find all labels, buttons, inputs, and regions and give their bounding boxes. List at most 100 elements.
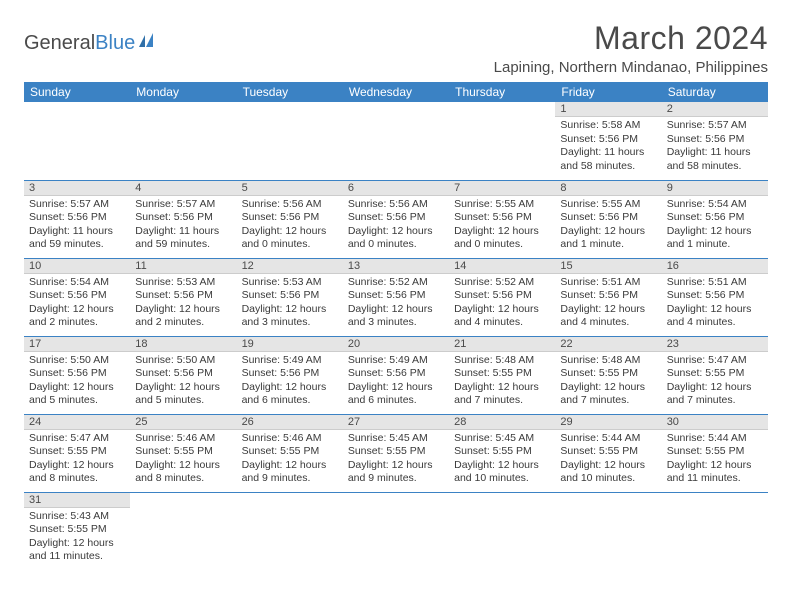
day-details: Sunrise: 5:44 AMSunset: 5:55 PMDaylight:… (662, 430, 768, 491)
calendar-day-cell: 27Sunrise: 5:45 AMSunset: 5:55 PMDayligh… (343, 414, 449, 492)
day-details: Sunrise: 5:56 AMSunset: 5:56 PMDaylight:… (343, 196, 449, 257)
sunrise-line: Sunrise: 5:56 AM (242, 198, 338, 212)
calendar-day-cell: 31Sunrise: 5:43 AMSunset: 5:55 PMDayligh… (24, 492, 130, 570)
daylight-line: Daylight: 11 hours and 58 minutes. (667, 146, 763, 173)
day-number: 10 (24, 259, 130, 274)
day-details: Sunrise: 5:52 AMSunset: 5:56 PMDaylight:… (449, 274, 555, 335)
logo-word2: Blue (95, 32, 135, 55)
sunrise-line: Sunrise: 5:46 AM (135, 432, 231, 446)
daylight-line: Daylight: 12 hours and 5 minutes. (135, 381, 231, 408)
calendar-day-cell (662, 492, 768, 570)
day-details: Sunrise: 5:47 AMSunset: 5:55 PMDaylight:… (662, 352, 768, 413)
sunset-line: Sunset: 5:55 PM (560, 367, 656, 381)
sunset-line: Sunset: 5:56 PM (348, 367, 444, 381)
sunset-line: Sunset: 5:55 PM (29, 523, 125, 537)
day-details: Sunrise: 5:48 AMSunset: 5:55 PMDaylight:… (555, 352, 661, 413)
daylight-line: Daylight: 12 hours and 8 minutes. (135, 459, 231, 486)
daylight-line: Daylight: 12 hours and 7 minutes. (560, 381, 656, 408)
weekday-header: Tuesday (237, 82, 343, 102)
sunrise-line: Sunrise: 5:48 AM (560, 354, 656, 368)
day-number: 12 (237, 259, 343, 274)
calendar-day-cell: 4Sunrise: 5:57 AMSunset: 5:56 PMDaylight… (130, 180, 236, 258)
sunset-line: Sunset: 5:55 PM (242, 445, 338, 459)
day-details: Sunrise: 5:48 AMSunset: 5:55 PMDaylight:… (449, 352, 555, 413)
sunrise-line: Sunrise: 5:50 AM (29, 354, 125, 368)
daylight-line: Daylight: 12 hours and 4 minutes. (560, 303, 656, 330)
daylight-line: Daylight: 12 hours and 0 minutes. (454, 225, 550, 252)
day-number: 17 (24, 337, 130, 352)
calendar-day-cell: 8Sunrise: 5:55 AMSunset: 5:56 PMDaylight… (555, 180, 661, 258)
calendar-day-cell (130, 492, 236, 570)
sunrise-line: Sunrise: 5:55 AM (560, 198, 656, 212)
sunset-line: Sunset: 5:56 PM (29, 211, 125, 225)
calendar-day-cell: 24Sunrise: 5:47 AMSunset: 5:55 PMDayligh… (24, 414, 130, 492)
sunrise-line: Sunrise: 5:49 AM (348, 354, 444, 368)
sunrise-line: Sunrise: 5:53 AM (242, 276, 338, 290)
daylight-line: Daylight: 12 hours and 10 minutes. (454, 459, 550, 486)
calendar-day-cell: 3Sunrise: 5:57 AMSunset: 5:56 PMDaylight… (24, 180, 130, 258)
sunset-line: Sunset: 5:56 PM (242, 289, 338, 303)
day-number: 16 (662, 259, 768, 274)
day-number: 14 (449, 259, 555, 274)
day-details: Sunrise: 5:55 AMSunset: 5:56 PMDaylight:… (449, 196, 555, 257)
calendar-day-cell (449, 102, 555, 180)
weekday-header: Monday (130, 82, 236, 102)
sunrise-line: Sunrise: 5:45 AM (348, 432, 444, 446)
sunrise-line: Sunrise: 5:43 AM (29, 510, 125, 524)
sunrise-line: Sunrise: 5:47 AM (667, 354, 763, 368)
day-details: Sunrise: 5:46 AMSunset: 5:55 PMDaylight:… (237, 430, 343, 491)
calendar-day-cell: 9Sunrise: 5:54 AMSunset: 5:56 PMDaylight… (662, 180, 768, 258)
sunrise-line: Sunrise: 5:52 AM (348, 276, 444, 290)
sunrise-line: Sunrise: 5:44 AM (560, 432, 656, 446)
calendar-day-cell: 22Sunrise: 5:48 AMSunset: 5:55 PMDayligh… (555, 336, 661, 414)
sunset-line: Sunset: 5:56 PM (667, 133, 763, 147)
calendar-day-cell (237, 492, 343, 570)
calendar-day-cell: 30Sunrise: 5:44 AMSunset: 5:55 PMDayligh… (662, 414, 768, 492)
calendar-day-cell: 17Sunrise: 5:50 AMSunset: 5:56 PMDayligh… (24, 336, 130, 414)
calendar-day-cell: 26Sunrise: 5:46 AMSunset: 5:55 PMDayligh… (237, 414, 343, 492)
daylight-line: Daylight: 12 hours and 6 minutes. (242, 381, 338, 408)
calendar-week-row: 31Sunrise: 5:43 AMSunset: 5:55 PMDayligh… (24, 492, 768, 570)
sunset-line: Sunset: 5:56 PM (560, 133, 656, 147)
sunset-line: Sunset: 5:55 PM (135, 445, 231, 459)
sunset-line: Sunset: 5:56 PM (29, 367, 125, 381)
calendar-day-cell (449, 492, 555, 570)
daylight-line: Daylight: 12 hours and 4 minutes. (667, 303, 763, 330)
day-details: Sunrise: 5:45 AMSunset: 5:55 PMDaylight:… (343, 430, 449, 491)
sunrise-line: Sunrise: 5:54 AM (667, 198, 763, 212)
sunset-line: Sunset: 5:55 PM (454, 445, 550, 459)
day-number: 30 (662, 415, 768, 430)
day-details: Sunrise: 5:50 AMSunset: 5:56 PMDaylight:… (130, 352, 236, 413)
calendar-day-cell: 1Sunrise: 5:58 AMSunset: 5:56 PMDaylight… (555, 102, 661, 180)
sunset-line: Sunset: 5:56 PM (135, 289, 231, 303)
daylight-line: Daylight: 12 hours and 7 minutes. (454, 381, 550, 408)
sunset-line: Sunset: 5:56 PM (29, 289, 125, 303)
daylight-line: Daylight: 12 hours and 7 minutes. (667, 381, 763, 408)
sunrise-line: Sunrise: 5:52 AM (454, 276, 550, 290)
day-number: 31 (24, 493, 130, 508)
calendar-day-cell (237, 102, 343, 180)
sunrise-line: Sunrise: 5:44 AM (667, 432, 763, 446)
day-number: 19 (237, 337, 343, 352)
calendar-day-cell: 10Sunrise: 5:54 AMSunset: 5:56 PMDayligh… (24, 258, 130, 336)
day-number: 9 (662, 181, 768, 196)
sunrise-line: Sunrise: 5:57 AM (135, 198, 231, 212)
daylight-line: Daylight: 11 hours and 59 minutes. (135, 225, 231, 252)
daylight-line: Daylight: 12 hours and 1 minute. (560, 225, 656, 252)
day-number: 20 (343, 337, 449, 352)
calendar-week-row: 1Sunrise: 5:58 AMSunset: 5:56 PMDaylight… (24, 102, 768, 180)
sunset-line: Sunset: 5:55 PM (348, 445, 444, 459)
day-number: 4 (130, 181, 236, 196)
calendar-day-cell: 18Sunrise: 5:50 AMSunset: 5:56 PMDayligh… (130, 336, 236, 414)
day-number: 5 (237, 181, 343, 196)
flag-icon (139, 32, 161, 55)
calendar-day-cell: 6Sunrise: 5:56 AMSunset: 5:56 PMDaylight… (343, 180, 449, 258)
day-number: 8 (555, 181, 661, 196)
calendar-day-cell: 21Sunrise: 5:48 AMSunset: 5:55 PMDayligh… (449, 336, 555, 414)
sunrise-line: Sunrise: 5:58 AM (560, 119, 656, 133)
day-details: Sunrise: 5:56 AMSunset: 5:56 PMDaylight:… (237, 196, 343, 257)
daylight-line: Daylight: 12 hours and 11 minutes. (667, 459, 763, 486)
day-details: Sunrise: 5:54 AMSunset: 5:56 PMDaylight:… (662, 196, 768, 257)
calendar-week-row: 3Sunrise: 5:57 AMSunset: 5:56 PMDaylight… (24, 180, 768, 258)
weekday-header: Sunday (24, 82, 130, 102)
